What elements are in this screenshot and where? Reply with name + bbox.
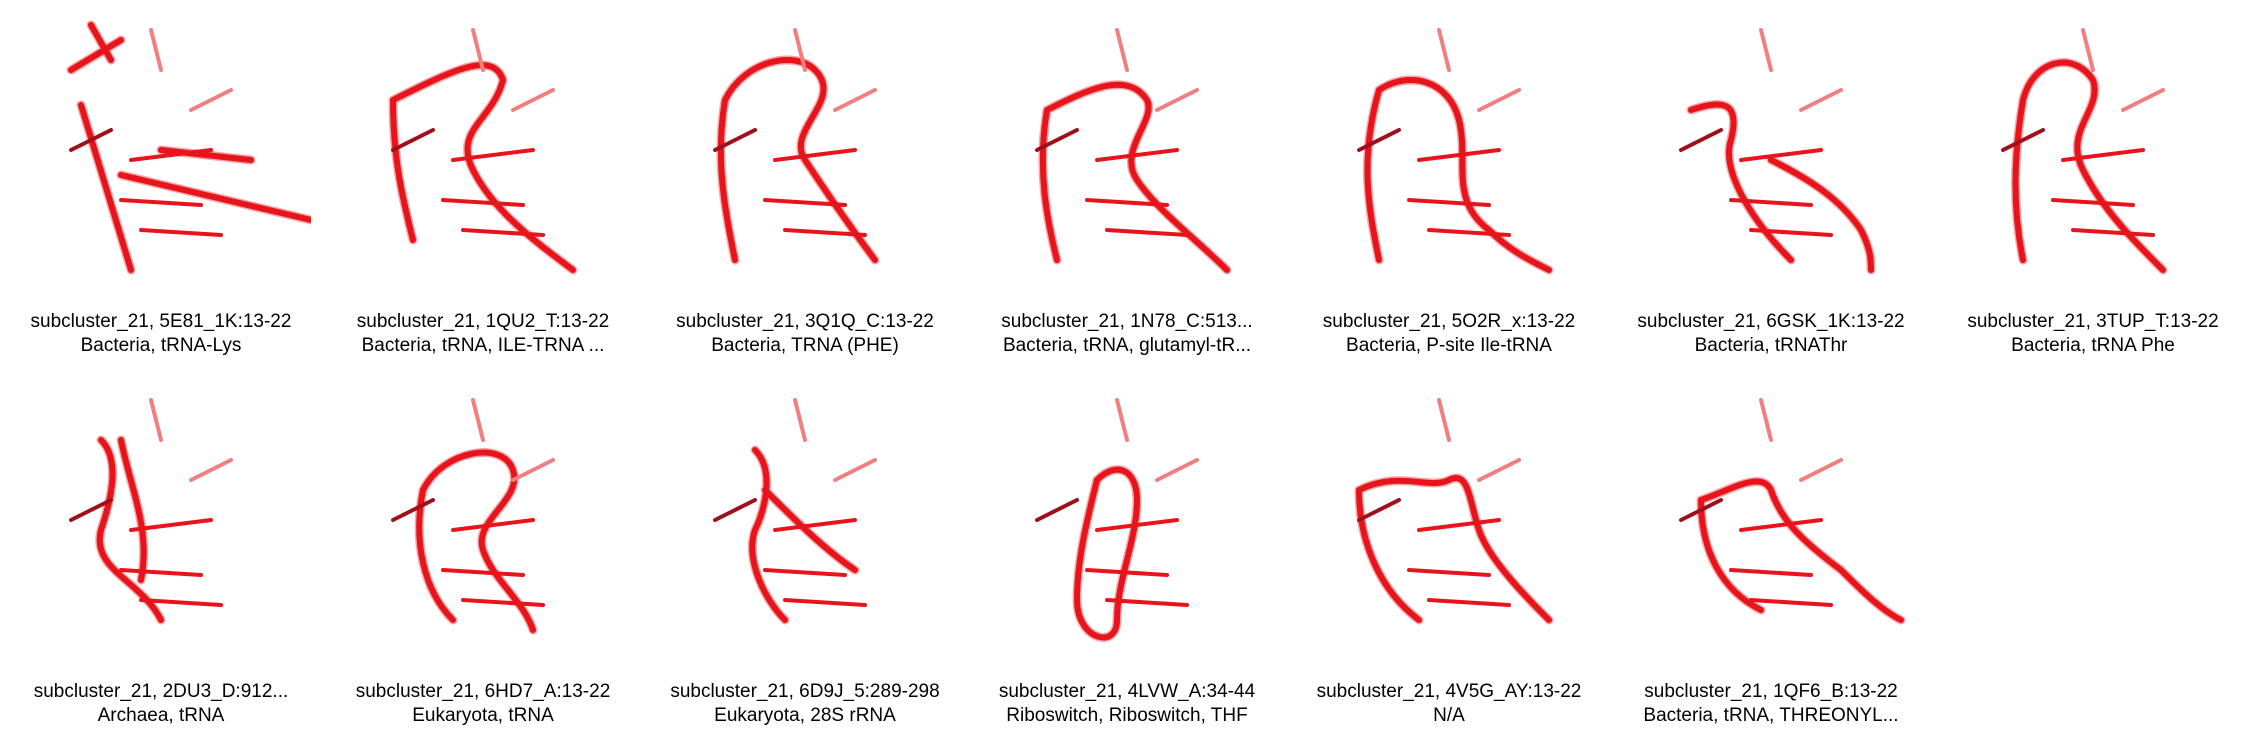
- structure-id-label: subcluster_21, 2DU3_D:912...: [33, 681, 289, 702]
- rna-structure-image: [333, 10, 633, 280]
- structure-description-label: Eukaryota, 28S rRNA: [714, 705, 896, 726]
- structure-card: subcluster_21, 2DU3_D:912... Archaea, tRN…: [0, 370, 322, 740]
- structure-caption: subcluster_21, 3TUP_T:13-22 Bacteria, tRN…: [1932, 310, 2254, 358]
- rna-structure-image: [1621, 380, 1921, 650]
- structure-description-label: Bacteria, tRNA, THREONYL...: [1643, 705, 1899, 726]
- rna-structure-image: [1299, 380, 1599, 650]
- structure-card: subcluster_21, 5E81_1K:13-22 Bacteria, tR…: [0, 0, 322, 370]
- structure-description-label: Bacteria, P-site Ile-tRNA: [1346, 335, 1552, 356]
- rna-structure-image: [977, 10, 1277, 280]
- structure-description-label: Bacteria, tRNAThr: [1694, 335, 1848, 356]
- structure-card: subcluster_21, 1QF6_B:13-22 Bacteria, tRN…: [1610, 370, 1932, 740]
- structure-description-label: Bacteria, tRNA, ILE-TRNA ...: [361, 335, 605, 356]
- structure-card: subcluster_21, 3Q1Q_C:13-22 Bacteria, TRN…: [644, 0, 966, 370]
- structure-description-label: Archaea, tRNA: [97, 705, 225, 726]
- structure-caption: subcluster_21, 6GSK_1K:13-22 Bacteria, tR…: [1610, 310, 1932, 358]
- structure-card: subcluster_21, 6GSK_1K:13-22 Bacteria, tR…: [1610, 0, 1932, 370]
- rna-structure-image: [11, 380, 311, 650]
- structure-card: subcluster_21, 4LVW_A:34-44 Riboswitch, R…: [966, 370, 1288, 740]
- structure-description-label: Bacteria, tRNA Phe: [2011, 335, 2175, 356]
- structure-id-label: subcluster_21, 6HD7_A:13-22: [355, 681, 611, 702]
- structure-card: subcluster_21, 6D9J_5:289-298 Eukaryota, …: [644, 370, 966, 740]
- structure-description-label: Riboswitch, Riboswitch, THF: [1006, 705, 1248, 726]
- structure-id-label: subcluster_21, 6D9J_5:289-298: [670, 681, 940, 702]
- structure-caption: subcluster_21, 6D9J_5:289-298 Eukaryota, …: [644, 680, 966, 728]
- structure-caption: subcluster_21, 5E81_1K:13-22 Bacteria, tR…: [0, 310, 322, 358]
- rna-structure-image: [977, 380, 1277, 650]
- rna-structure-image: [1621, 10, 1921, 280]
- structure-caption: subcluster_21, 1QF6_B:13-22 Bacteria, tRN…: [1610, 680, 1932, 728]
- structure-card: subcluster_21, 1N78_C:513... Bacteria, tR…: [966, 0, 1288, 370]
- structure-caption: subcluster_21, 3Q1Q_C:13-22 Bacteria, TRN…: [644, 310, 966, 358]
- structure-description-label: Bacteria, tRNA-Lys: [80, 335, 242, 356]
- rna-structure-image: [333, 380, 633, 650]
- structure-description-label: Bacteria, tRNA, glutamyl-tR...: [1002, 335, 1252, 356]
- structure-id-label: subcluster_21, 1QF6_B:13-22: [1644, 681, 1898, 702]
- structure-id-label: subcluster_21, 4LVW_A:34-44: [998, 681, 1256, 702]
- structure-caption: subcluster_21, 4V5G_AY:13-22 N/A: [1288, 680, 1610, 728]
- structure-card: subcluster_21, 6HD7_A:13-22 Eukaryota, tR…: [322, 370, 644, 740]
- structure-card: subcluster_21, 5O2R_x:13-22 Bacteria, P-s…: [1288, 0, 1610, 370]
- structure-caption: subcluster_21, 6HD7_A:13-22 Eukaryota, tR…: [322, 680, 644, 728]
- structure-id-label: subcluster_21, 5E81_1K:13-22: [30, 311, 292, 332]
- structure-id-label: subcluster_21, 1QU2_T:13-22: [356, 311, 610, 332]
- structure-id-label: subcluster_21, 3TUP_T:13-22: [1967, 311, 2219, 332]
- structure-id-label: subcluster_21, 5O2R_x:13-22: [1322, 311, 1576, 332]
- structure-id-label: subcluster_21, 6GSK_1K:13-22: [1637, 311, 1905, 332]
- structure-caption: subcluster_21, 1N78_C:513... Bacteria, tR…: [966, 310, 1288, 358]
- structure-caption: subcluster_21, 5O2R_x:13-22 Bacteria, P-s…: [1288, 310, 1610, 358]
- rna-structure-image: [11, 10, 311, 280]
- structure-card: subcluster_21, 1QU2_T:13-22 Bacteria, tRN…: [322, 0, 644, 370]
- structure-id-label: subcluster_21, 4V5G_AY:13-22: [1316, 681, 1582, 702]
- rna-structure-image: [655, 380, 955, 650]
- rna-structure-image: [1943, 10, 2243, 280]
- structure-card: subcluster_21, 4V5G_AY:13-22 N/A: [1288, 370, 1610, 740]
- structure-card: subcluster_21, 3TUP_T:13-22 Bacteria, tRN…: [1932, 0, 2254, 370]
- structure-caption: subcluster_21, 1QU2_T:13-22 Bacteria, tRN…: [322, 310, 644, 358]
- structure-description-label: N/A: [1433, 705, 1465, 726]
- structure-caption: subcluster_21, 2DU3_D:912... Archaea, tRN…: [0, 680, 322, 728]
- rna-structure-image: [655, 10, 955, 280]
- structure-description-label: Eukaryota, tRNA: [412, 705, 554, 726]
- structure-description-label: Bacteria, TRNA (PHE): [711, 335, 899, 356]
- structure-id-label: subcluster_21, 3Q1Q_C:13-22: [676, 311, 934, 332]
- rna-structure-image: [1299, 10, 1599, 280]
- structure-caption: subcluster_21, 4LVW_A:34-44 Riboswitch, R…: [966, 680, 1288, 728]
- structure-id-label: subcluster_21, 1N78_C:513...: [1001, 311, 1253, 332]
